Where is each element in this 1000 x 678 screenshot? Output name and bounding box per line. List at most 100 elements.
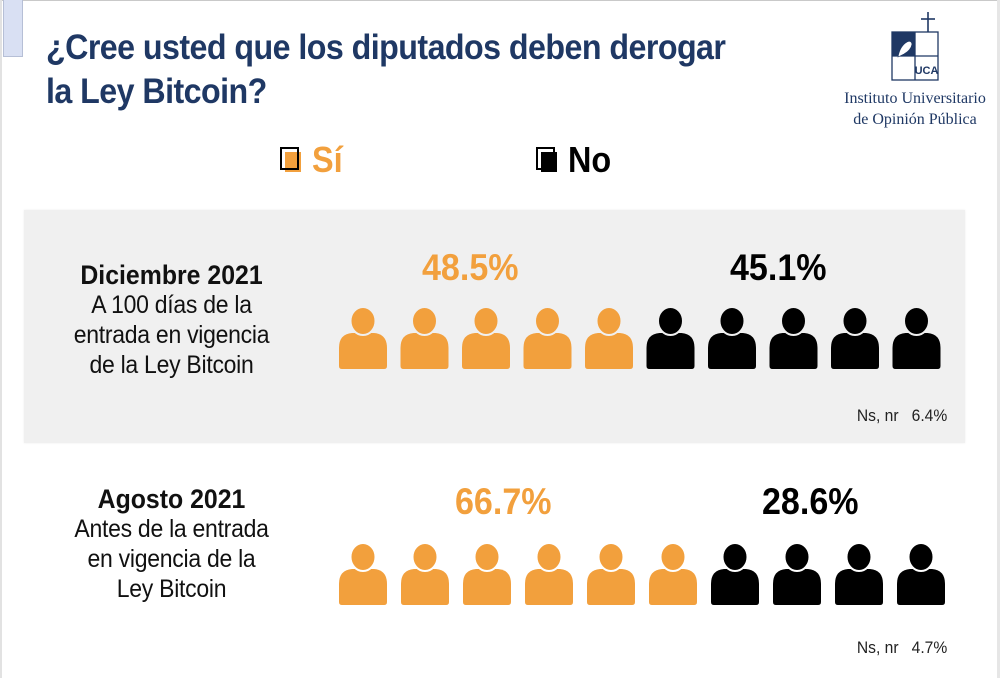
pictogram-icons xyxy=(339,542,945,605)
person-icon-si xyxy=(525,542,573,605)
person-body xyxy=(897,569,945,605)
person-icon-si xyxy=(339,306,387,369)
no-percent-label: 45.1% xyxy=(730,247,827,288)
person-icon-si xyxy=(463,542,511,605)
person-body xyxy=(769,333,818,369)
person-head xyxy=(718,306,746,336)
period-desc-line-2: entrada en vigencia xyxy=(73,321,270,349)
person-body xyxy=(339,569,387,605)
person-head xyxy=(841,306,869,336)
person-head xyxy=(783,542,811,572)
row-agosto-2021: Agosto 2021 Antes de la entrada en vigen… xyxy=(24,446,965,671)
legend-label-si: Sí xyxy=(312,139,343,180)
person-body xyxy=(401,569,449,605)
logo-line-1: Instituto Universitario xyxy=(844,90,986,107)
person-head xyxy=(595,306,623,336)
chart-title-line-1: ¿Cree usted que los diputados deben dero… xyxy=(46,28,726,67)
person-head xyxy=(472,306,500,336)
person-icon-si xyxy=(585,306,633,369)
person-body xyxy=(831,333,879,369)
person-head xyxy=(411,542,439,572)
person-icon-si xyxy=(649,542,697,605)
person-head xyxy=(473,542,501,572)
person-icon-si xyxy=(401,542,449,605)
chart-title: ¿Cree usted que los diputados deben dero… xyxy=(46,26,764,114)
person-icon-no xyxy=(708,306,756,369)
person-icon-no xyxy=(831,306,879,369)
person-icon-si xyxy=(462,306,510,369)
person-body xyxy=(892,333,941,369)
legend-item-no: No xyxy=(536,140,616,180)
person-head xyxy=(534,306,561,336)
person-body xyxy=(835,569,883,605)
person-body xyxy=(523,333,572,369)
person-icon-no xyxy=(897,542,945,605)
person-icon-no xyxy=(835,542,883,605)
period-label: Agosto 2021 Antes de la entrada en vigen… xyxy=(24,484,319,604)
legend-label-no: No xyxy=(568,139,612,180)
pictogram-icons xyxy=(339,306,941,369)
person-head xyxy=(721,542,749,572)
period-desc-line-2: en vigencia de la xyxy=(87,545,256,573)
row-diciembre-2021: Diciembre 2021 A 100 días de la entrada … xyxy=(24,210,965,443)
ns-nr-value: 4.7% xyxy=(911,638,947,657)
person-body xyxy=(585,333,633,369)
person-icon-si xyxy=(400,306,449,369)
person-icon-si xyxy=(339,542,387,605)
si-percent-label: 48.5% xyxy=(422,247,519,288)
no-percent-label: 28.6% xyxy=(762,481,859,522)
legend-item-si: Sí xyxy=(280,140,346,180)
logo-text: Instituto Universitario de Opinión Públi… xyxy=(835,88,995,130)
slide-tab-marker xyxy=(3,0,23,57)
person-body xyxy=(525,569,573,605)
period-desc-line-1: Antes de la entrada xyxy=(74,515,269,543)
person-head xyxy=(903,306,930,336)
person-body xyxy=(400,333,449,369)
frame-right-border xyxy=(997,0,1000,678)
legend-swatch-si-icon xyxy=(280,147,302,173)
person-icon-no xyxy=(769,306,818,369)
person-icon-si xyxy=(523,306,572,369)
person-body xyxy=(708,333,756,369)
person-icon-si xyxy=(587,542,635,605)
ns-nr-text: Ns, nr xyxy=(856,406,899,425)
person-head xyxy=(411,306,438,336)
frame-top-border xyxy=(0,0,1000,1)
person-icon-no xyxy=(711,542,759,605)
period-desc-line-3: Ley Bitcoin xyxy=(116,575,227,603)
period-name: Diciembre 2021 xyxy=(80,260,263,290)
person-icon-no xyxy=(646,306,695,369)
person-icon-no xyxy=(773,542,821,605)
person-head xyxy=(845,542,873,572)
ns-nr-text: Ns, nr xyxy=(856,638,899,657)
person-head xyxy=(535,542,563,572)
period-name: Agosto 2021 xyxy=(97,484,246,514)
person-head xyxy=(349,542,377,572)
uca-logo-text: UCA xyxy=(915,65,939,77)
ns-nr-value: 6.4% xyxy=(911,406,947,425)
person-body xyxy=(773,569,821,605)
person-head xyxy=(597,542,625,572)
legend-swatch-no-icon xyxy=(536,147,558,173)
person-icon-no xyxy=(892,306,941,369)
frame-left-border xyxy=(0,0,2,678)
si-percent-label: 66.7% xyxy=(455,481,552,522)
logo-line-2: de Opinión Pública xyxy=(853,111,977,128)
person-body xyxy=(649,569,697,605)
person-head xyxy=(659,542,687,572)
ns-nr-label: Ns, nr 4.7% xyxy=(857,638,947,658)
ns-nr-label: Ns, nr 6.4% xyxy=(857,406,947,426)
chart-title-line-2: la Ley Bitcoin? xyxy=(46,72,267,111)
person-head xyxy=(780,306,807,336)
uca-logo-icon: UCA xyxy=(891,12,939,81)
person-head xyxy=(657,306,684,336)
person-body xyxy=(463,569,511,605)
person-head xyxy=(349,306,377,336)
period-desc-line-1: A 100 días de la xyxy=(91,291,252,319)
person-body xyxy=(339,333,387,369)
person-body xyxy=(711,569,759,605)
person-head xyxy=(907,542,935,572)
period-desc-line-3: de la Ley Bitcoin xyxy=(89,351,254,379)
person-body xyxy=(587,569,635,605)
period-label: Diciembre 2021 A 100 días de la entrada … xyxy=(24,260,319,380)
